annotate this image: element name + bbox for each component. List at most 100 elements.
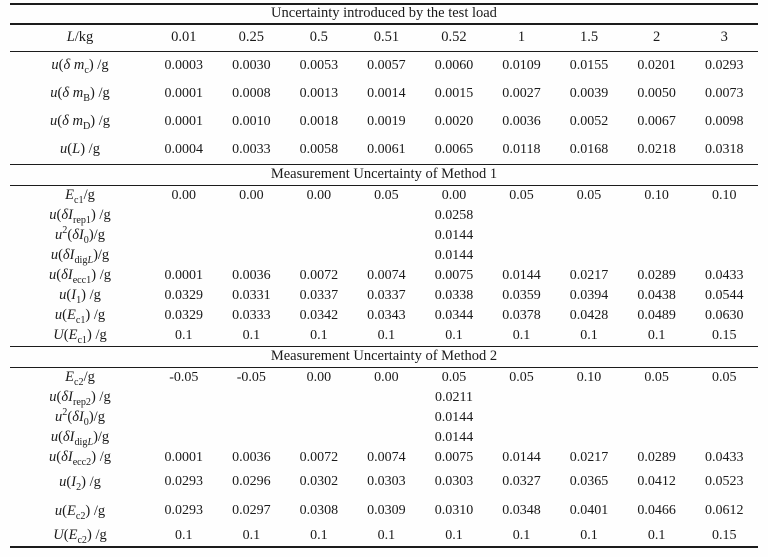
- table-row: u(δIecc2) /g 0.0001 0.0036 0.0072 0.0074 0.00…: [10, 448, 758, 468]
- value-cell: 0.0327: [502, 474, 541, 490]
- section-title-text: Measurement Uncertainty of Method 2: [10, 346, 758, 368]
- load-section-body: Uncertainty introduced by the test load L…: [10, 4, 758, 165]
- value-cell: 0.0118: [487, 136, 556, 165]
- table-row: u(Ec1) /g 0.0329 0.0333 0.0342 0.0343 0.0344 0…: [10, 306, 758, 326]
- value-cell: 0.0144: [502, 267, 541, 283]
- value-cell: 0.0289: [637, 449, 676, 465]
- value-cell: 0.0018: [299, 113, 339, 129]
- value-cell: 0.0004: [150, 136, 218, 165]
- table-row: u(I2) /g 0.0293 0.0296 0.0302 0.0303 0.0303 0.…: [10, 468, 758, 497]
- value-cell: 0.05: [509, 369, 534, 385]
- value-cell: 0.10: [644, 187, 669, 203]
- value-cell: [488, 388, 556, 408]
- value-cell: 0.0168: [555, 136, 623, 165]
- section-title: Measurement Uncertainty of Method 1: [10, 164, 758, 186]
- value-cell: 0.1: [242, 527, 261, 543]
- value-cell: [488, 226, 556, 246]
- value-cell: [690, 206, 758, 226]
- value-cell: 0.0144: [434, 247, 474, 263]
- load-header-value: 2: [622, 24, 691, 52]
- value-cell: [150, 246, 218, 266]
- table-row: u(δ mD) /g 0.0001 0.0010 0.0018 0.0019 0.0020…: [10, 108, 758, 136]
- table-row: u(δIrep1) /g 0.0258: [10, 206, 758, 226]
- value-cell: [285, 226, 353, 246]
- load-header-value: 1.5: [555, 24, 623, 52]
- value-cell: 0.0065: [420, 136, 488, 165]
- value-cell: [150, 206, 218, 226]
- row-label: u2(δI0)/g: [55, 225, 105, 247]
- load-header-value: 0.01: [150, 24, 218, 52]
- value-cell: [285, 246, 353, 266]
- value-cell: [555, 388, 623, 408]
- value-cell: 0.0052: [569, 113, 609, 129]
- value-cell: [353, 226, 421, 246]
- row-label: u2(δI0)/g: [55, 407, 105, 429]
- load-header-label: L/kg: [10, 24, 150, 52]
- value-cell: 0.0058: [285, 136, 353, 165]
- value-cell: [623, 206, 691, 226]
- value-cell: [623, 246, 691, 266]
- value-cell: 0.0057: [367, 57, 406, 73]
- value-cell: 0.0342: [299, 307, 339, 323]
- value-cell: [623, 428, 691, 448]
- method-section-2-body: Measurement Uncertainty of Method 2 Ec2/g…: [10, 346, 758, 548]
- value-cell: 0.1: [150, 326, 218, 347]
- value-cell: 0.0003: [164, 57, 204, 73]
- value-cell: [488, 408, 556, 428]
- value-cell: 0.0331: [232, 287, 271, 303]
- table-row: u2(δI0)/g 0.0144: [10, 226, 758, 246]
- value-cell: [555, 246, 623, 266]
- value-cell: [488, 428, 556, 448]
- value-cell: 0.1: [647, 527, 666, 543]
- value-cell: 0.0337: [367, 287, 406, 303]
- value-cell: 0.10: [711, 187, 737, 203]
- value-cell: 0.0329: [164, 307, 204, 323]
- value-cell: [353, 206, 421, 226]
- row-label: U(Ec2) /g: [53, 527, 107, 547]
- value-cell: 0.0033: [217, 136, 286, 165]
- value-cell: 0.00: [306, 369, 332, 385]
- value-cell: 0.0359: [502, 287, 541, 303]
- table-row: U(Ec2) /g 0.1 0.1 0.1 0.1 0.1 0.1 0.1 0.1 0.15: [10, 526, 758, 547]
- row-label: u(δIdigL)/g: [50, 247, 110, 267]
- value-cell: 0.0030: [232, 57, 271, 73]
- section-title-text: Measurement Uncertainty of Method 1: [10, 164, 758, 186]
- value-cell: 0.0053: [299, 57, 339, 73]
- value-cell: [285, 388, 353, 408]
- value-cell: 0.1: [512, 527, 531, 543]
- value-cell: 0.0211: [434, 389, 473, 405]
- value-cell: [555, 408, 623, 428]
- value-cell: 0.0296: [232, 474, 271, 490]
- row-label: u(δIecc1) /g: [49, 267, 111, 287]
- value-cell: [218, 206, 286, 226]
- value-cell: 0.0318: [690, 136, 758, 165]
- value-cell: 0.0412: [637, 474, 676, 490]
- value-cell: [623, 226, 691, 246]
- value-cell: 0.05: [509, 187, 534, 203]
- value-cell: 0.0001: [164, 85, 204, 101]
- value-cell: 0.0060: [434, 57, 474, 73]
- value-cell: 0.0014: [367, 85, 406, 101]
- value-cell: [555, 428, 623, 448]
- table-row: u(δIecc1) /g 0.0001 0.0036 0.0072 0.0074 0.00…: [10, 266, 758, 286]
- row-label: u(δ mD) /g: [50, 113, 110, 133]
- value-cell: 0.0109: [502, 57, 541, 73]
- table-row: Ec1/g 0.00 0.00 0.00 0.05 0.00 0.05 0.05 0.10 0.1…: [10, 186, 758, 207]
- value-cell: 0.0489: [637, 307, 676, 323]
- value-cell: [353, 408, 421, 428]
- value-cell: 0.0074: [367, 449, 406, 465]
- value-cell: 0.0348: [502, 503, 541, 519]
- value-cell: 0.00: [374, 369, 399, 385]
- column-header-row: L/kg 0.01 0.25 0.5 0.51 0.52 1 1.5 2 3: [10, 24, 758, 52]
- value-cell: [690, 226, 758, 246]
- value-cell: 0.0338: [434, 287, 474, 303]
- value-cell: 0.1: [445, 527, 463, 543]
- value-cell: 0.1: [420, 326, 488, 347]
- value-cell: 0.1: [175, 527, 193, 543]
- value-cell: [690, 388, 758, 408]
- value-cell: 0.1: [285, 326, 353, 347]
- value-cell: 0.0155: [569, 57, 609, 73]
- load-header-value: 0.25: [217, 24, 286, 52]
- table-row: u(δIrep2) /g 0.0211: [10, 388, 758, 408]
- section-title: Measurement Uncertainty of Method 2: [10, 346, 758, 368]
